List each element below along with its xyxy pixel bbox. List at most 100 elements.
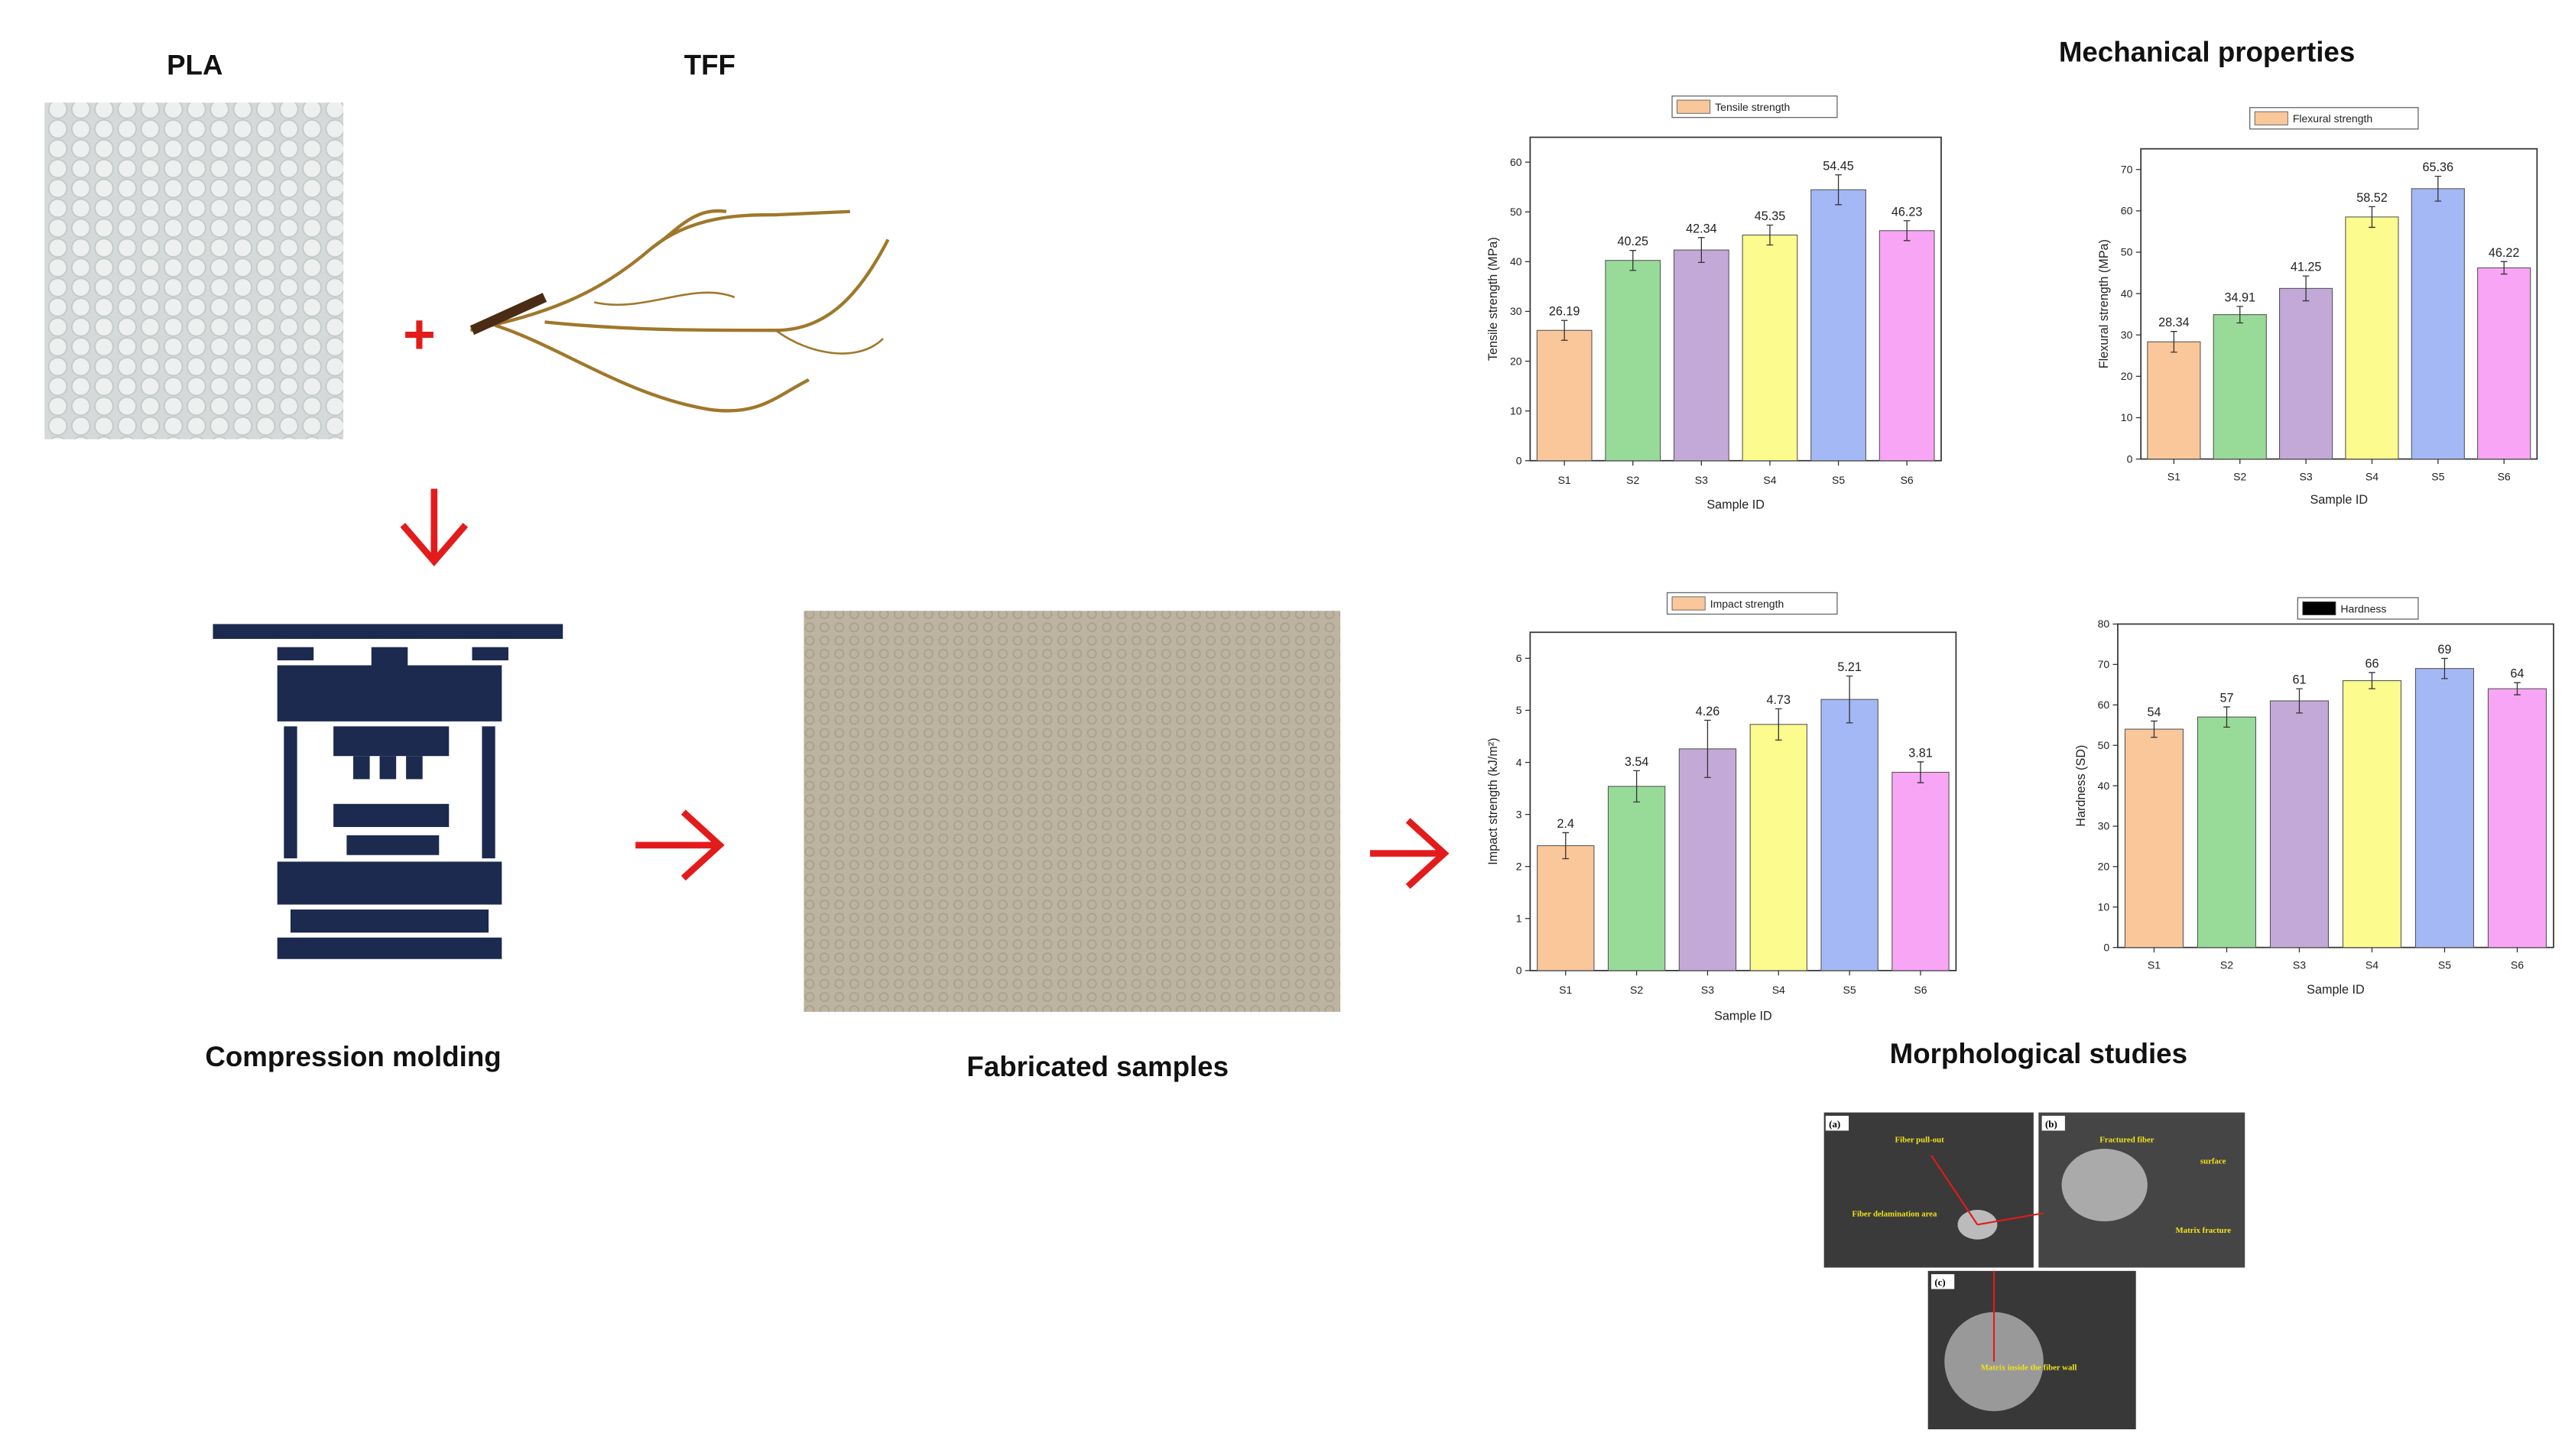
error-bar	[2514, 682, 2521, 696]
value-label: 54.45	[1823, 159, 1854, 173]
press-icon	[213, 624, 563, 959]
y-tick-label: 20	[2121, 370, 2133, 382]
legend-label: Flexural strength	[2293, 112, 2372, 125]
value-label: 4.26	[1696, 705, 1720, 718]
bar	[1536, 329, 1593, 462]
x-tick-label: S5	[1843, 984, 1856, 996]
x-tick-label: S3	[2293, 959, 2306, 971]
x-tick-label: S5	[1832, 474, 1845, 486]
bar	[2197, 716, 2256, 949]
x-tick-label: S4	[2366, 471, 2379, 483]
x-axis-label: Sample ID	[1706, 498, 1765, 511]
bar	[1891, 771, 1950, 971]
y-tick-label: 0	[2103, 941, 2109, 953]
bar	[1878, 230, 1935, 462]
label: Compression molding	[205, 1041, 501, 1072]
error-bar	[1629, 250, 1637, 271]
x-tick-label: S5	[2438, 959, 2451, 971]
tag-bg	[1825, 1115, 1849, 1131]
arrow	[400, 488, 1450, 889]
tag-bg	[1931, 1274, 1955, 1289]
value-label: 40.25	[1618, 235, 1649, 248]
error-bar	[2151, 720, 2158, 738]
value-label: 3.54	[1625, 755, 1649, 769]
section-title: Mechanical properties	[2059, 36, 2355, 67]
value-label: 26.19	[1549, 305, 1580, 319]
error-bar	[2236, 306, 2244, 324]
x-tick-label: S1	[1559, 984, 1572, 996]
y-axis-label: Flexural strength (MPa)	[2097, 239, 2111, 368]
error-bar	[1633, 770, 1640, 803]
sem-label: Fractured fiber	[2099, 1135, 2154, 1144]
sem-label: Fiber pull-out	[1895, 1135, 1945, 1144]
error-bar	[1775, 708, 1782, 741]
y-tick-label: 60	[1510, 156, 1522, 168]
bar	[1537, 845, 1595, 971]
bar	[2269, 700, 2329, 949]
value-label: 4.73	[1767, 693, 1791, 707]
error-bar	[1704, 719, 1711, 778]
value-label: 5.21	[1837, 660, 1862, 674]
x-tick-label: S4	[1772, 984, 1785, 996]
label: Fabricated samples	[966, 1051, 1229, 1082]
plot-frame	[1529, 631, 1957, 971]
x-tick-label: S3	[1695, 474, 1708, 486]
error-bar	[1562, 832, 1570, 860]
value-label: 46.22	[2489, 246, 2520, 260]
tff-root	[469, 209, 890, 413]
x-tick-label: S6	[2498, 471, 2511, 483]
legend-swatch	[1671, 596, 1706, 611]
y-tick-label: 50	[2098, 739, 2110, 751]
bar	[2414, 668, 2474, 949]
y-tick-label: 1	[1516, 913, 1522, 925]
plot-frame	[1529, 136, 1942, 462]
y-tick-label: 60	[2098, 699, 2110, 711]
y-tick-label: 30	[2098, 820, 2110, 832]
x-tick-label: S4	[2366, 959, 2379, 971]
value-label: 46.23	[1891, 205, 1923, 219]
value-label: 42.34	[1686, 222, 1717, 235]
y-tick-label: 0	[1516, 454, 1522, 466]
value-label: 28.34	[2158, 316, 2190, 329]
value-label: 66	[2365, 657, 2379, 670]
sem-label: Fiber delamination area	[1852, 1210, 1937, 1219]
sem-label: surface	[2200, 1156, 2226, 1166]
bar	[2124, 728, 2184, 949]
x-axis-label: Sample ID	[2307, 983, 2365, 997]
legend-label: Impact strength	[1710, 598, 1784, 610]
sem-image	[1823, 1112, 2034, 1268]
bar	[2477, 267, 2531, 460]
error-bar	[1560, 319, 1568, 341]
y-tick-label: 80	[2098, 618, 2110, 630]
x-tick-label: S1	[2167, 471, 2180, 483]
bar	[1605, 260, 1661, 462]
value-label: 61	[2292, 673, 2306, 687]
x-tick-label: S2	[1626, 474, 1639, 486]
bar	[2411, 188, 2465, 460]
y-tick-label: 50	[1510, 206, 1522, 218]
plot-frame	[2140, 148, 2538, 460]
legend-label: Hardness	[2340, 602, 2386, 615]
x-tick-label: S4	[1763, 474, 1776, 486]
x-tick-label: S6	[1914, 984, 1927, 996]
tag-bg	[2041, 1115, 2065, 1131]
bar	[1607, 786, 1666, 971]
sem-tag: (b)	[2045, 1118, 2057, 1130]
x-tick-label: S3	[1701, 984, 1714, 996]
bar	[2342, 679, 2401, 949]
x-tick-label: S2	[1630, 984, 1643, 996]
bar	[1673, 249, 1729, 462]
value-label: 2.4	[1557, 817, 1575, 831]
sem-tag: (c)	[1934, 1276, 1945, 1288]
y-tick-label: 60	[2121, 205, 2133, 217]
value-label: 69	[2437, 643, 2451, 657]
y-tick-label: 10	[2098, 900, 2110, 913]
y-tick-label: 20	[2098, 861, 2110, 873]
y-tick-label: 0	[1516, 965, 1522, 977]
error-bar	[1917, 761, 1924, 783]
sem-label: Matrix inside the fiber wall	[1981, 1363, 2077, 1372]
x-tick-label: S2	[2233, 471, 2246, 483]
value-label: 57	[2219, 691, 2233, 705]
y-tick-label: 70	[2121, 164, 2133, 176]
